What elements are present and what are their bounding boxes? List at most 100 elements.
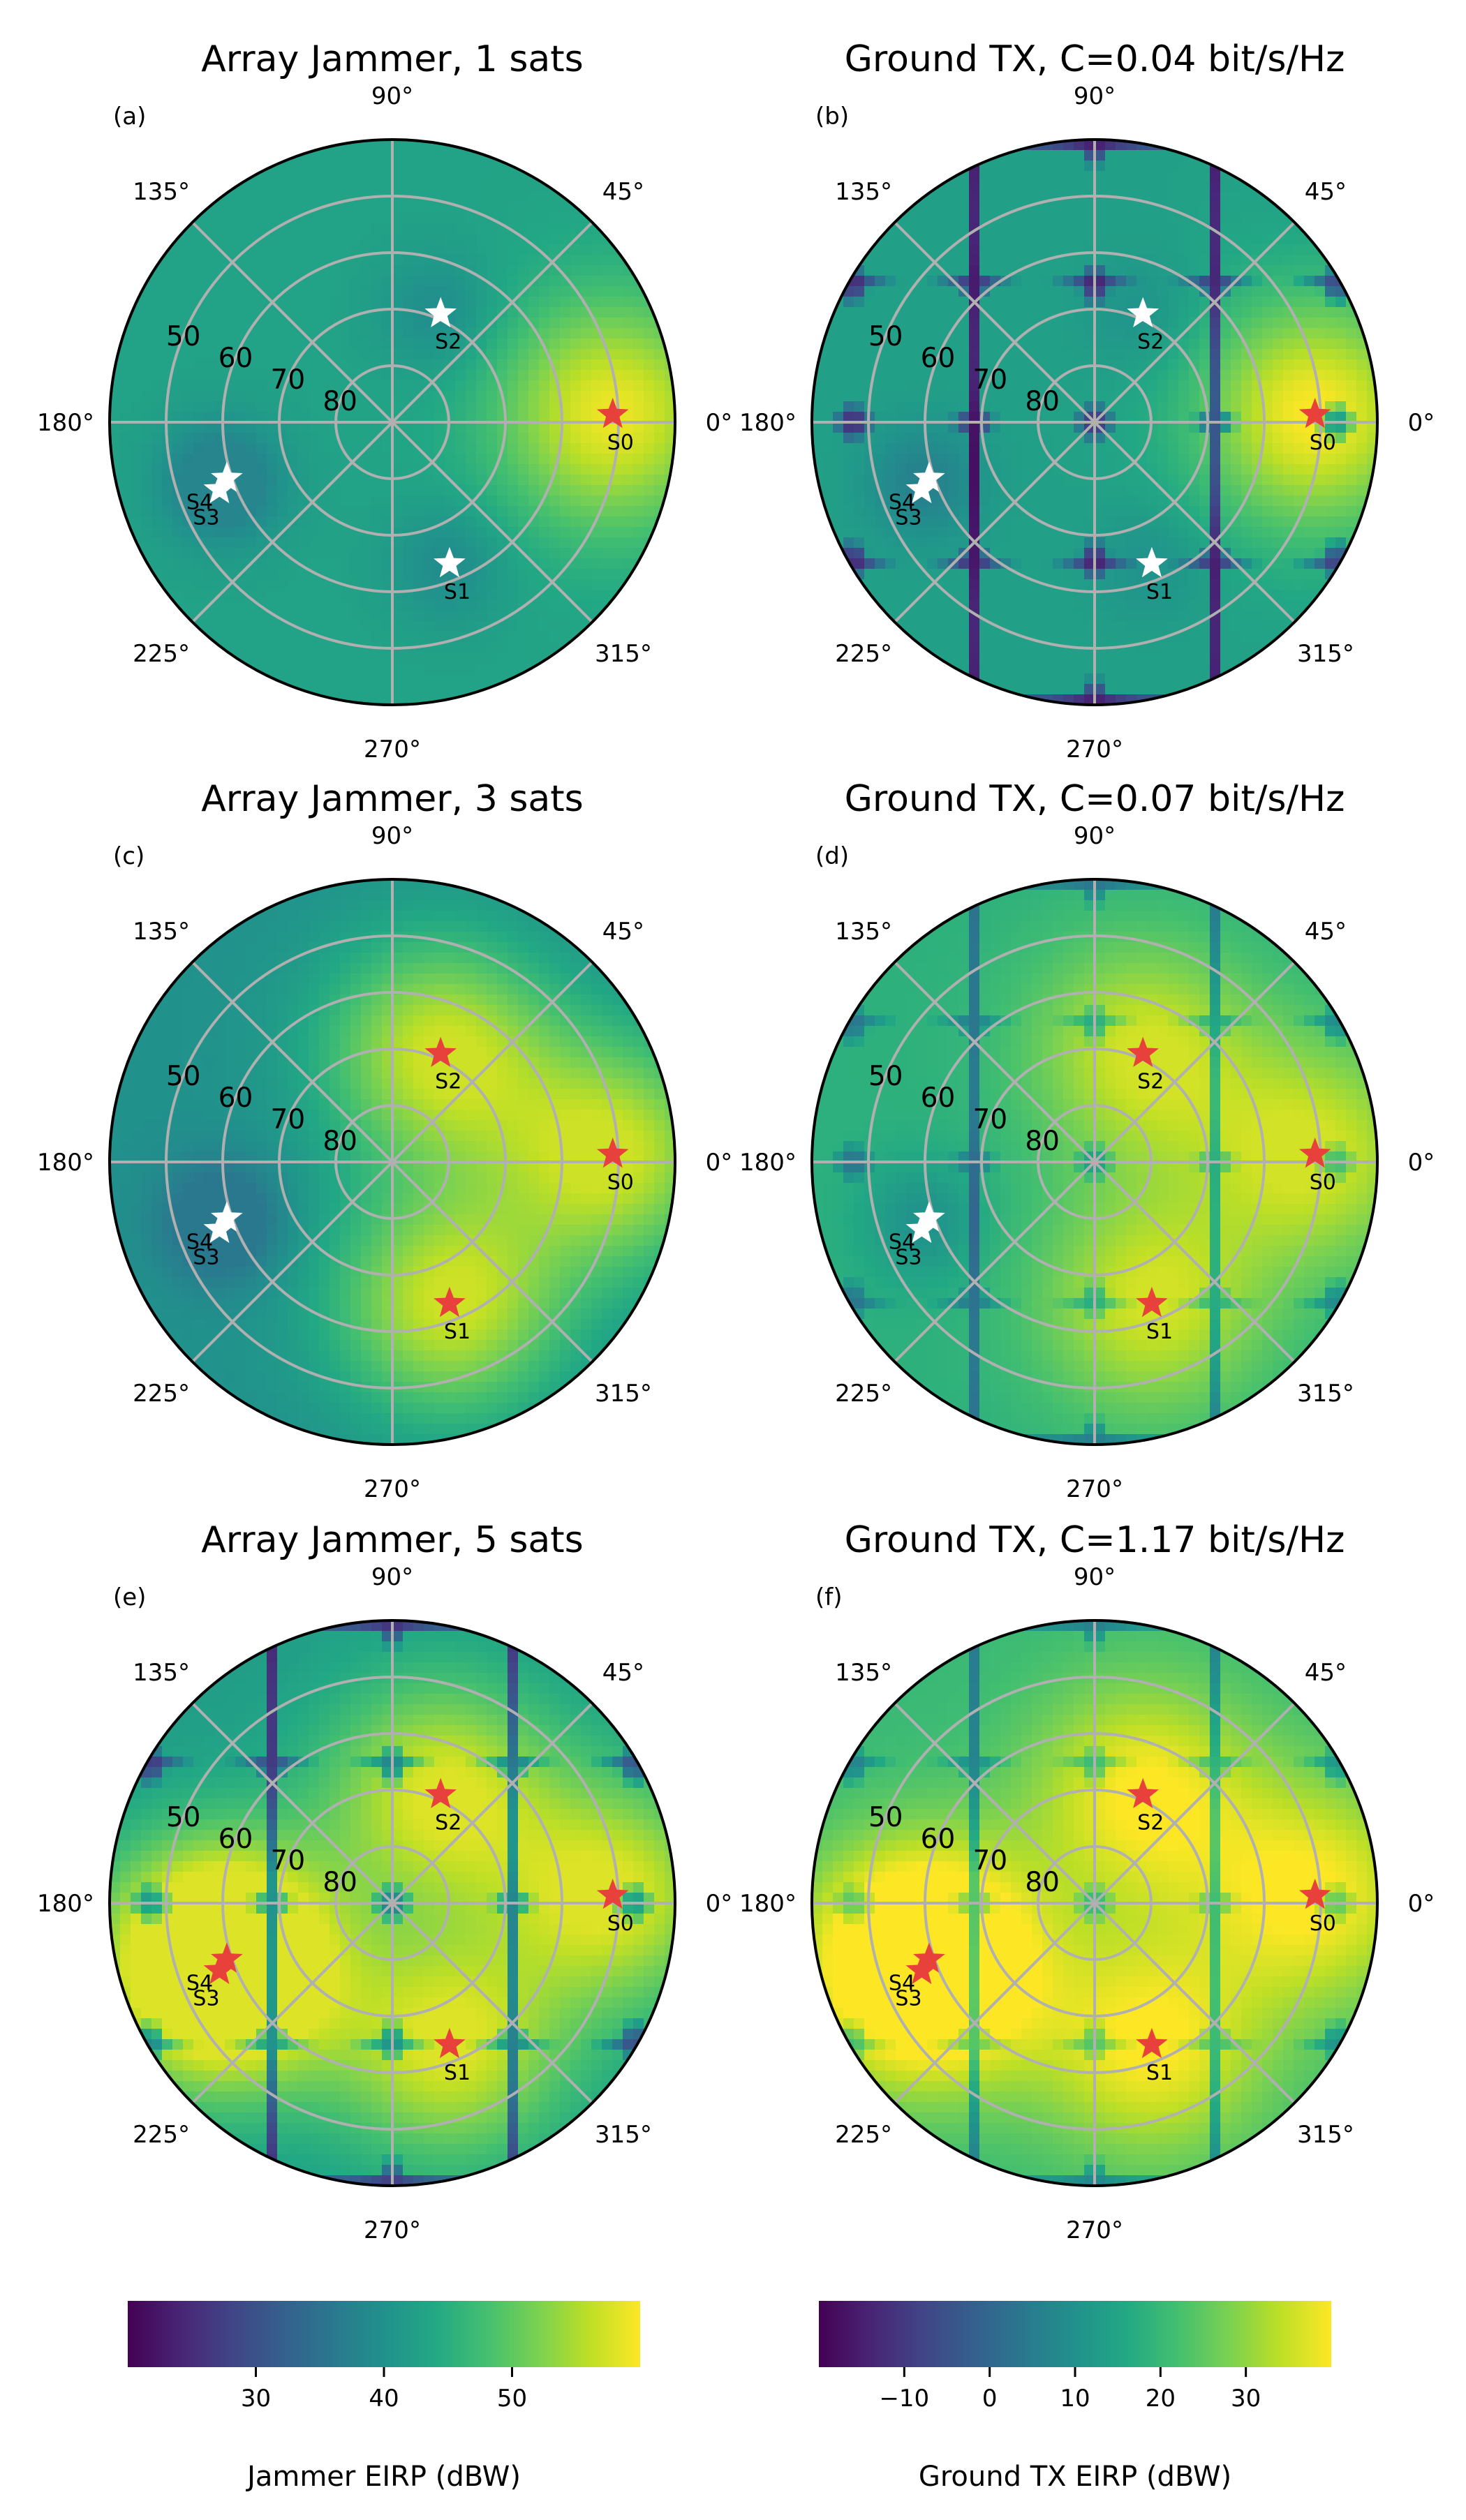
heatmap-cell: [1084, 181, 1095, 193]
heatmap-cell: [256, 359, 267, 371]
heatmap-cell: [455, 338, 466, 350]
heatmap-cell: [1042, 223, 1053, 234]
heatmap-cell: [591, 412, 602, 423]
heatmap-cell: [875, 255, 886, 266]
heatmap-cell: [1053, 495, 1064, 507]
heatmap-cell: [1283, 485, 1294, 496]
heatmap-cell: [288, 422, 299, 433]
heatmap-cell: [256, 213, 267, 224]
heatmap-cell: [151, 433, 163, 444]
heatmap-cell: [927, 223, 938, 234]
heatmap-cell: [1262, 464, 1273, 475]
heatmap-cell: [1074, 600, 1085, 611]
heatmap-cell: [1032, 297, 1043, 308]
heatmap-cell: [1011, 527, 1022, 538]
heatmap-cell: [1095, 684, 1106, 695]
heatmap-cell: [204, 338, 215, 350]
heatmap-cell: [1252, 558, 1263, 569]
heatmap-cell: [319, 611, 330, 622]
heatmap-cell: [267, 558, 278, 569]
heatmap-cell: [1053, 548, 1064, 559]
heatmap-cell: [319, 370, 330, 381]
heatmap-cell: [267, 579, 278, 590]
heatmap-cell: [508, 454, 519, 465]
heatmap-cell: [476, 338, 487, 350]
heatmap-cell: [361, 297, 372, 308]
heatmap-cell: [309, 380, 320, 392]
heatmap-cell: [1199, 171, 1210, 182]
heatmap-cell: [1356, 422, 1368, 433]
heatmap-cell: [246, 349, 257, 360]
heatmap-cell: [246, 265, 257, 276]
heatmap-cell: [110, 401, 121, 412]
heatmap-cell: [906, 579, 917, 590]
heatmap-cell: [1315, 265, 1326, 276]
heatmap-cell: [214, 600, 225, 611]
heatmap-cell: [623, 495, 634, 507]
heatmap-cell: [508, 600, 519, 611]
heatmap-cell: [1116, 297, 1127, 308]
heatmap-cell: [1074, 632, 1085, 643]
heatmap-cell: [896, 454, 907, 465]
heatmap-cell: [896, 516, 907, 528]
heatmap-cell: [1346, 506, 1357, 517]
heatmap-cell: [896, 558, 907, 569]
heatmap-cell: [434, 506, 445, 517]
heatmap-cell: [1189, 265, 1200, 276]
heatmap-cell: [1074, 276, 1085, 287]
heatmap-cell: [256, 202, 267, 214]
heatmap-cell: [979, 370, 991, 381]
heatmap-cell: [623, 391, 634, 402]
elevation-70-label: 70: [271, 364, 306, 396]
satellite-s1-marker: [434, 546, 466, 578]
heatmap-cell: [298, 161, 309, 172]
heatmap-cell: [487, 611, 498, 622]
heatmap-cell: [1063, 632, 1074, 643]
heatmap-cell: [267, 464, 278, 475]
heatmap-cell: [549, 223, 561, 234]
heatmap-cell: [560, 632, 571, 643]
heatmap-cell: [1157, 684, 1169, 695]
heatmap-cell: [1283, 590, 1294, 601]
heatmap-cell: [403, 516, 414, 528]
heatmap-cell: [193, 443, 205, 454]
heatmap-cell: [371, 223, 383, 234]
heatmap-cell: [120, 359, 131, 371]
heatmap-cell: [518, 380, 529, 392]
heatmap-cell: [110, 328, 121, 339]
heatmap-cell: [350, 443, 362, 454]
heatmap-cell: [487, 506, 498, 517]
heatmap-cell: [162, 286, 173, 297]
heatmap-cell: [225, 401, 236, 412]
heatmap-cell: [288, 223, 299, 234]
heatmap-cell: [612, 234, 623, 245]
heatmap-cell: [246, 223, 257, 234]
heatmap-cell: [927, 401, 938, 412]
heatmap-cell: [1189, 338, 1200, 350]
heatmap-cell: [1304, 297, 1315, 308]
heatmap-cell: [1346, 401, 1357, 412]
heatmap-cell: [518, 475, 529, 486]
heatmap-cell: [403, 338, 414, 350]
heatmap-cell: [403, 202, 414, 214]
heatmap-cell: [1011, 349, 1022, 360]
heatmap-cell: [131, 495, 142, 507]
heatmap-cell: [235, 642, 246, 653]
heatmap-cell: [214, 621, 225, 632]
heatmap-cell: [330, 234, 341, 245]
heatmap-cell: [434, 286, 445, 297]
heatmap-cell: [277, 171, 288, 182]
heatmap-cell: [969, 454, 980, 465]
heatmap-cell: [1252, 213, 1263, 224]
heatmap-cell: [1042, 286, 1053, 297]
heatmap-cell: [434, 673, 445, 685]
heatmap-cell: [1063, 663, 1074, 674]
heatmap-cell: [1063, 454, 1074, 465]
heatmap-cell: [1252, 223, 1263, 234]
heatmap-cell: [298, 495, 309, 507]
heatmap-cell: [927, 611, 938, 622]
heatmap-cell: [508, 516, 519, 528]
heatmap-cell: [413, 328, 424, 339]
heatmap-cell: [1168, 328, 1179, 339]
heatmap-cell: [455, 244, 466, 255]
